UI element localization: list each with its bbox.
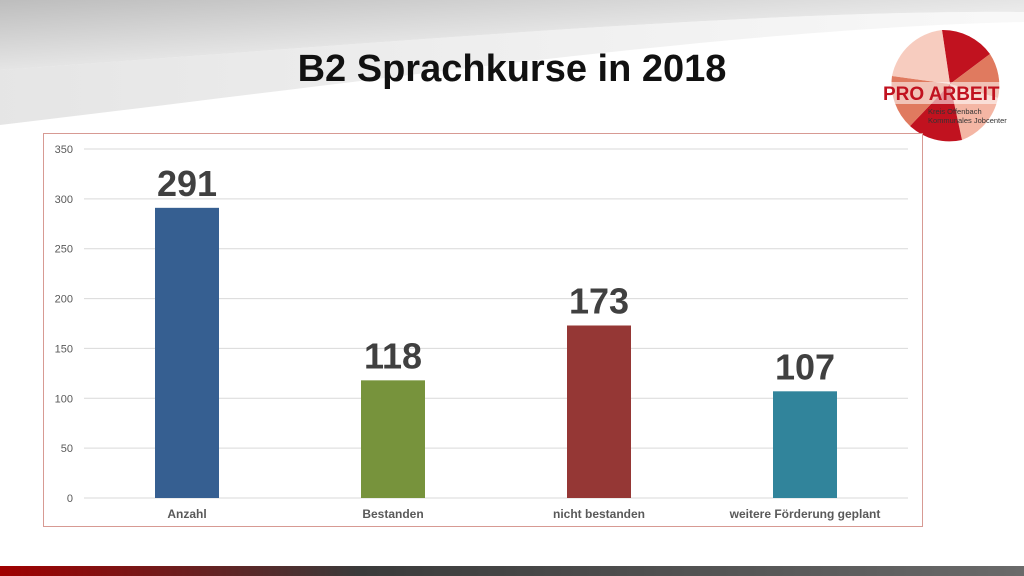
data-label: 173 [569,280,629,321]
logo-subtext-1: Kreis Offenbach [928,107,982,116]
slide-title: B2 Sprachkurse in 2018 [297,48,727,90]
y-axis-ticks: 0 50 100 150 200 250 300 350 [55,144,73,505]
y-tick-label: 0 [67,493,73,505]
pro-arbeit-logo: PRO ARBEIT Kreis Offenbach Kommunales Jo… [882,29,1007,142]
bar [155,207,219,498]
data-label: 107 [775,346,835,387]
bar [567,325,631,498]
grid-lines [84,148,908,499]
bottom-band [0,566,1024,576]
y-tick-label: 250 [55,244,73,256]
logo-text: PRO ARBEIT [883,84,1000,105]
x-axis-labels: Anzahl Bestanden nicht bestanden weitere Fö… [167,507,880,521]
data-labels: 291 118 173 107 [157,163,835,387]
bar [361,380,425,498]
y-tick-label: 100 [55,393,73,405]
logo-subtext-2: Kommunales Jobcenter [928,116,1007,125]
x-tick-label: nicht bestanden [553,507,645,521]
y-tick-label: 350 [55,144,73,156]
y-tick-label: 150 [55,343,73,355]
bar [773,391,837,498]
bars [155,207,837,498]
data-label: 118 [364,335,422,376]
x-tick-label: weitere Förderung geplant [729,507,881,521]
x-tick-label: Anzahl [167,507,206,521]
x-tick-label: Bestanden [362,507,423,521]
data-label: 291 [157,163,217,204]
y-tick-label: 50 [61,443,73,455]
y-tick-label: 200 [55,294,73,306]
y-tick-label: 300 [55,194,73,206]
